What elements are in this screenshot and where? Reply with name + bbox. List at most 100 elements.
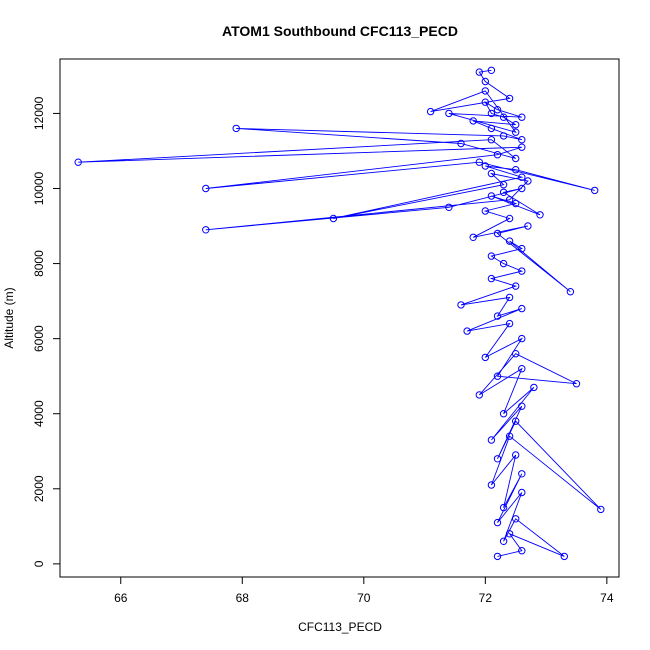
data-point — [481, 207, 489, 215]
data-point — [487, 252, 496, 260]
data-point — [481, 162, 489, 170]
data-point — [518, 470, 526, 478]
data-point — [487, 66, 496, 75]
data-point — [457, 139, 465, 148]
data-point — [499, 132, 508, 140]
data-point — [202, 184, 210, 193]
data-point — [232, 124, 240, 133]
data-point — [493, 552, 502, 561]
x-axis-label: CFC113_PECD — [298, 620, 382, 634]
y-axis: 0 2000 4000 6000 8000 10000 12000 — [32, 96, 61, 567]
y-tick-label: 0 — [32, 560, 46, 567]
data-point — [560, 552, 568, 561]
data-point — [518, 173, 526, 181]
data-point — [469, 233, 477, 242]
data-point — [512, 350, 520, 358]
data-point — [512, 121, 520, 129]
data-point — [487, 169, 496, 178]
data-point — [445, 109, 453, 118]
data-point — [493, 106, 502, 114]
data-point — [487, 481, 496, 489]
data-point — [518, 267, 526, 275]
data-point — [505, 196, 514, 204]
data-point — [499, 259, 508, 268]
data-point — [475, 68, 483, 76]
data-point — [499, 181, 508, 189]
data-point — [475, 158, 483, 166]
data-point — [445, 203, 453, 212]
data-point — [518, 113, 526, 121]
data-point — [524, 177, 532, 185]
data-point — [493, 229, 502, 238]
data-point — [518, 143, 526, 151]
data-point — [481, 87, 489, 95]
data-point — [518, 244, 526, 253]
series-line — [78, 69, 602, 557]
data-point — [74, 158, 82, 166]
data-point — [493, 312, 502, 320]
data-point — [499, 410, 508, 418]
x-tick-label: 70 — [357, 591, 371, 605]
data-point — [505, 293, 514, 302]
data-point — [566, 288, 575, 296]
y-tick-label: 8000 — [32, 250, 46, 277]
data-point — [481, 353, 489, 362]
x-tick-label: 68 — [236, 591, 250, 605]
plot-frame — [59, 58, 620, 578]
data-point — [518, 184, 526, 193]
data-point — [469, 117, 477, 125]
data-point — [499, 537, 508, 545]
plot-area — [74, 66, 605, 561]
data-point — [202, 226, 210, 234]
data-point — [518, 488, 526, 497]
data-point — [487, 124, 496, 133]
data-point — [481, 77, 489, 86]
data-point — [493, 372, 502, 380]
y-axis-label: Altitude (m) — [2, 287, 16, 348]
chart-title: ATOM1 Southbound CFC113_PECD — [222, 23, 458, 39]
data-point — [505, 94, 514, 103]
data-point — [493, 151, 502, 159]
data-point — [512, 451, 520, 459]
data-point — [487, 274, 496, 283]
y-tick-label: 10000 — [32, 171, 46, 205]
data-point — [524, 222, 532, 230]
data-point — [487, 192, 496, 200]
data-point — [518, 304, 526, 313]
data-point — [329, 214, 338, 223]
data-point — [512, 128, 520, 136]
data-point — [591, 186, 599, 195]
data-point — [475, 391, 483, 399]
data-point — [518, 547, 526, 555]
data-point — [499, 188, 508, 197]
data-point — [487, 136, 496, 144]
data-point — [512, 515, 520, 523]
data-point — [597, 505, 605, 514]
data-point — [512, 282, 520, 290]
data-point — [493, 455, 502, 463]
data-point — [505, 432, 514, 440]
y-tick-label: 2000 — [32, 475, 46, 502]
data-point — [487, 109, 496, 118]
y-tick-label: 4000 — [32, 400, 46, 427]
data-point — [493, 518, 502, 527]
data-point — [487, 436, 496, 444]
data-point — [512, 154, 520, 163]
data-point — [505, 530, 514, 538]
x-tick-label: 72 — [479, 591, 493, 605]
y-tick-label: 12000 — [32, 96, 46, 130]
data-point — [512, 199, 520, 208]
data-point — [518, 365, 526, 373]
x-axis: 66 68 70 72 74 — [114, 576, 614, 605]
data-point — [426, 107, 435, 116]
data-point — [499, 503, 508, 512]
data-point — [457, 301, 465, 309]
data-point — [481, 98, 489, 106]
data-point — [505, 237, 514, 245]
data-point — [505, 214, 514, 223]
data-point — [505, 319, 514, 328]
y-tick-label: 6000 — [32, 325, 46, 352]
x-tick-label: 74 — [600, 591, 614, 605]
data-point — [518, 136, 526, 144]
